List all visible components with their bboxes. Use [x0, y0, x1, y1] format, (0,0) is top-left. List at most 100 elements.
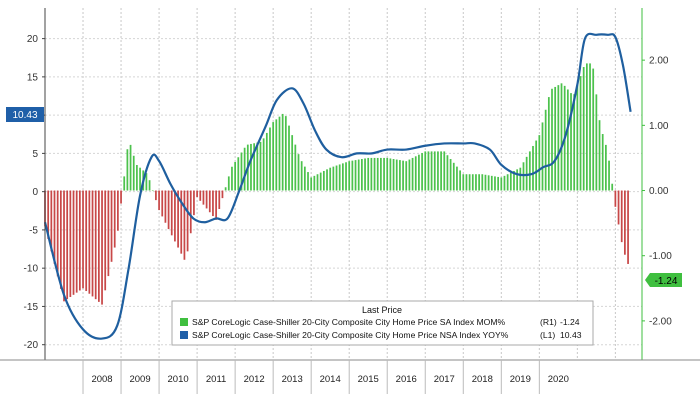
- mom-bar: [189, 190, 192, 234]
- x-axis-ticks: 2008 2009 2010 2011 2012 2013 2014 2015 2016 2017…: [82, 360, 569, 394]
- mom-bar: [456, 166, 458, 191]
- mom-bar: [357, 159, 360, 191]
- mom-bar: [544, 109, 547, 191]
- mom-bar: [126, 149, 129, 191]
- mom-bar: [386, 157, 389, 191]
- left-tick-label: -15: [24, 302, 39, 313]
- mom-bar: [443, 151, 446, 191]
- left-axis-ticks: 20151050-5-10-15-20: [24, 34, 45, 351]
- mom-bar: [525, 156, 528, 191]
- mom-bar: [370, 157, 373, 191]
- mom-bar: [272, 122, 275, 191]
- legend-swatch-yoy: [180, 331, 188, 339]
- mom-bar: [367, 157, 370, 191]
- mom-bar: [53, 190, 56, 264]
- mom-bar: [554, 86, 557, 191]
- mom-bar: [148, 180, 151, 191]
- mom-bar: [193, 190, 195, 216]
- mom-bar: [421, 153, 423, 191]
- mom-bar: [151, 190, 154, 191]
- mom-bar: [506, 174, 509, 191]
- mom-bar: [294, 144, 297, 191]
- left-tick-label: -20: [24, 340, 39, 351]
- mom-bar: [75, 190, 78, 293]
- legend-value-yoy: 10.43: [560, 330, 582, 340]
- mom-bar: [449, 159, 452, 191]
- mom-bar: [167, 190, 170, 230]
- yoy-line-layer: [43, 32, 632, 340]
- mom-bar: [288, 125, 290, 191]
- mom-bar: [212, 190, 214, 217]
- mom-bar: [91, 190, 94, 297]
- x-tick-label: 2014: [320, 374, 341, 385]
- mom-bar: [259, 141, 262, 191]
- mom-bar: [389, 158, 392, 191]
- mom-bar: [433, 151, 436, 191]
- mom-bar: [335, 165, 338, 191]
- mom-bar: [275, 119, 278, 191]
- x-tick-label: 2017: [434, 374, 455, 385]
- mom-bar: [291, 135, 294, 191]
- mom-bar: [322, 170, 325, 191]
- mom-bar: [471, 174, 474, 191]
- legend-label-yoy: S&P CoreLogic Case-Shiller 20-City Compo…: [192, 330, 509, 340]
- mom-bar: [395, 159, 398, 191]
- mom-bar: [69, 190, 72, 297]
- mom-bar: [341, 163, 344, 191]
- mom-bar: [345, 162, 347, 191]
- mom-bar: [253, 143, 256, 191]
- x-tick-label: 2010: [168, 374, 189, 385]
- right-last-price: -1.24: [655, 276, 678, 287]
- mom-bar: [158, 190, 160, 211]
- mom-bar: [313, 175, 316, 191]
- mom-bar: [78, 190, 81, 291]
- mom-bar: [278, 116, 281, 191]
- right-tick-label: 1.00: [649, 121, 669, 132]
- mom-bar: [316, 174, 319, 191]
- mom-bar: [101, 190, 103, 305]
- right-tick-label: -2.00: [649, 316, 672, 327]
- mom-bar: [614, 190, 617, 207]
- mom-bar: [576, 85, 579, 191]
- mom-bar: [376, 157, 379, 191]
- mom-bar: [123, 176, 126, 191]
- mom-bar: [408, 159, 411, 191]
- mom-bar: [237, 157, 240, 191]
- mom-bar: [199, 190, 202, 201]
- mom-bar: [281, 113, 284, 191]
- mom-bar: [94, 190, 97, 300]
- x-tick-label: 2008: [91, 374, 112, 385]
- mom-bar: [202, 190, 205, 205]
- mom-bar: [532, 145, 534, 191]
- mom-bar: [262, 138, 265, 191]
- mom-bar: [585, 63, 588, 191]
- mom-bar: [620, 190, 623, 243]
- mom-bar: [570, 93, 572, 191]
- mom-bar: [243, 147, 246, 191]
- mom-bar: [332, 166, 335, 191]
- mom-bar: [402, 160, 404, 191]
- mom-bar: [85, 190, 88, 292]
- mom-bar: [589, 63, 591, 191]
- mom-bar: [361, 159, 363, 191]
- left-tick-label: -5: [29, 225, 38, 236]
- x-tick-label: 2013: [282, 374, 303, 385]
- mom-bar: [97, 190, 100, 302]
- mom-bar: [117, 190, 119, 231]
- mom-bar: [411, 157, 414, 191]
- mom-bar: [462, 174, 465, 191]
- mom-bars: [44, 63, 629, 305]
- mom-bar: [110, 190, 113, 262]
- left-tick-label: 20: [27, 34, 39, 45]
- left-tick-label: 15: [27, 72, 39, 83]
- mom-bar: [310, 177, 313, 191]
- mom-bar: [380, 157, 382, 191]
- left-last-price-tag: 10.43: [6, 107, 44, 122]
- mom-bar: [145, 173, 148, 191]
- mom-bar: [50, 190, 53, 252]
- left-tick-label: -10: [24, 264, 39, 275]
- mom-bar: [475, 174, 477, 191]
- mom-bar: [579, 76, 582, 191]
- legend-axis-yoy: (L1): [540, 330, 555, 340]
